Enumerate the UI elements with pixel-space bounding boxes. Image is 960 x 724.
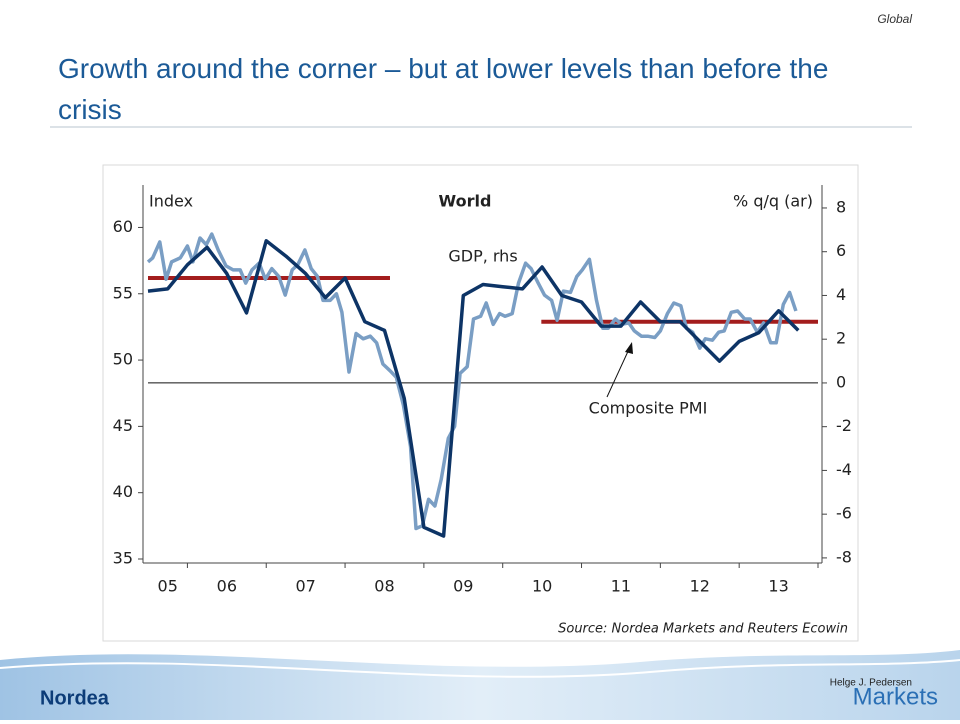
series-line xyxy=(147,239,800,538)
x-tick-label: 08 xyxy=(374,577,394,596)
y-tick-label: 55 xyxy=(113,283,133,302)
y2-tick-label: 8 xyxy=(836,197,846,216)
y2-axis-label: % q/q (ar) xyxy=(733,192,813,211)
y2-tick-label: 6 xyxy=(836,241,846,260)
x-tick-label: 07 xyxy=(295,577,315,596)
x-tick-label: 11 xyxy=(611,577,631,596)
brand: Markets xyxy=(853,683,938,710)
chart-title: World xyxy=(439,192,492,211)
y-axis-label: Index xyxy=(149,192,193,211)
x-tick-label: 05 xyxy=(158,577,178,596)
footer-band xyxy=(0,650,960,720)
y2-tick-label: -4 xyxy=(836,460,852,479)
y2-tick-label: 2 xyxy=(836,329,846,348)
x-tick-label: 13 xyxy=(768,577,788,596)
arrow-head xyxy=(625,342,633,354)
y2-tick-label: 4 xyxy=(836,285,846,304)
series-label: GDP, rhs xyxy=(448,247,517,266)
x-tick-label: 09 xyxy=(453,577,473,596)
source: Source: Nordea Markets and Reuters Ecowi… xyxy=(558,622,848,637)
x-tick-label: 12 xyxy=(690,577,710,596)
y-tick-label: 35 xyxy=(113,549,133,568)
chart-panel xyxy=(102,164,859,642)
footer-wave xyxy=(0,659,960,678)
logo: Nordea xyxy=(40,687,110,709)
y2-tick-label: -6 xyxy=(836,504,852,523)
y2-tick-label: -2 xyxy=(836,416,852,435)
chart: 35 40 45 50 55 60 -8 -6 -4 -2 0 2 4 6 8 05 06 07 08 09 10 11 1… xyxy=(113,185,852,637)
y-tick-label: 50 xyxy=(113,350,133,369)
slide-title: Growth around the corner – but at lower … xyxy=(58,53,829,125)
y-tick-label: 60 xyxy=(113,217,133,236)
y2-tick-label: -8 xyxy=(836,547,852,566)
section-label: Global xyxy=(877,12,912,26)
y-tick-label: 40 xyxy=(113,482,133,501)
x-tick-label: 06 xyxy=(217,577,237,596)
y-tick-label: 45 xyxy=(113,416,133,435)
author: Helge J. Pedersen xyxy=(830,678,912,689)
series-label: Composite PMI xyxy=(589,399,708,418)
x-tick-label: 10 xyxy=(532,577,552,596)
title-box: Growth around the corner – but at lower … xyxy=(58,53,829,125)
annotation-arrow xyxy=(606,346,631,398)
y2-tick-label: 0 xyxy=(836,372,846,391)
